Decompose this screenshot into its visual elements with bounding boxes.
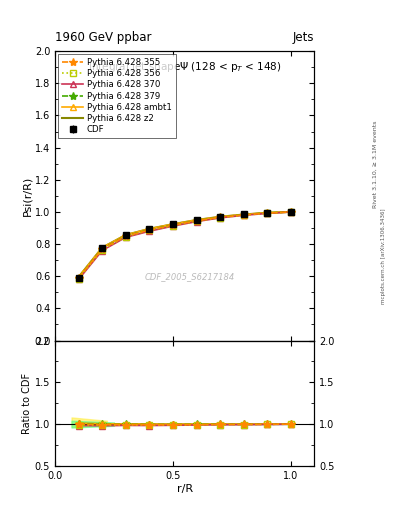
Text: mcplots.cern.ch [arXiv:1306.3436]: mcplots.cern.ch [arXiv:1306.3436] (381, 208, 386, 304)
Pythia 6.428 355 (218, 214, 222, 220)
Text: Jets: Jets (293, 31, 314, 44)
Pythia 6.428 379 (147, 226, 152, 232)
Pythia 6.428 356 (171, 223, 175, 229)
Pythia 6.428 355 (76, 275, 81, 281)
Pythia 6.428 355 (100, 246, 105, 252)
Text: Integral jet shapeΨ (128 < p$_T$ < 148): Integral jet shapeΨ (128 < p$_T$ < 148) (88, 60, 281, 74)
Line: Pythia 6.428 370: Pythia 6.428 370 (76, 209, 294, 282)
Pythia 6.428 z2 (147, 226, 152, 232)
Pythia 6.428 355 (194, 218, 199, 224)
Pythia 6.428 355 (288, 209, 293, 215)
Pythia 6.428 ambt1 (241, 211, 246, 218)
Pythia 6.428 ambt1 (265, 210, 270, 216)
Text: Rivet 3.1.10, ≥ 3.1M events: Rivet 3.1.10, ≥ 3.1M events (373, 120, 378, 207)
Pythia 6.428 370 (218, 215, 222, 221)
Pythia 6.428 379 (76, 274, 81, 281)
Pythia 6.428 ambt1 (171, 221, 175, 227)
Pythia 6.428 379 (123, 232, 128, 239)
Pythia 6.428 356 (100, 247, 105, 253)
Pythia 6.428 370 (147, 228, 152, 234)
Pythia 6.428 356 (241, 212, 246, 218)
Pythia 6.428 379 (265, 210, 270, 216)
Pythia 6.428 ambt1 (194, 217, 199, 223)
Pythia 6.428 355 (265, 210, 270, 216)
Pythia 6.428 370 (76, 276, 81, 283)
Pythia 6.428 379 (171, 222, 175, 228)
Pythia 6.428 355 (123, 233, 128, 239)
Pythia 6.428 356 (194, 218, 199, 224)
Pythia 6.428 379 (288, 209, 293, 215)
Pythia 6.428 370 (100, 247, 105, 253)
Pythia 6.428 379 (194, 218, 199, 224)
Pythia 6.428 356 (123, 233, 128, 240)
Pythia 6.428 379 (100, 246, 105, 252)
Pythia 6.428 356 (265, 210, 270, 216)
Pythia 6.428 ambt1 (288, 209, 293, 215)
Pythia 6.428 355 (147, 227, 152, 233)
Pythia 6.428 z2 (194, 217, 199, 223)
Pythia 6.428 356 (288, 209, 293, 215)
Legend: Pythia 6.428 355, Pythia 6.428 356, Pythia 6.428 370, Pythia 6.428 379, Pythia 6: Pythia 6.428 355, Pythia 6.428 356, Pyth… (58, 54, 176, 138)
Line: Pythia 6.428 355: Pythia 6.428 355 (74, 208, 295, 282)
Pythia 6.428 z2 (76, 274, 81, 280)
Pythia 6.428 ambt1 (123, 232, 128, 238)
Pythia 6.428 370 (194, 219, 199, 225)
Pythia 6.428 z2 (288, 209, 293, 215)
Pythia 6.428 379 (218, 214, 222, 220)
Line: Pythia 6.428 z2: Pythia 6.428 z2 (79, 212, 291, 277)
Text: CDF_2005_S6217184: CDF_2005_S6217184 (145, 272, 235, 282)
Pythia 6.428 370 (123, 234, 128, 241)
Pythia 6.428 370 (288, 209, 293, 215)
Line: Pythia 6.428 356: Pythia 6.428 356 (76, 209, 294, 282)
Pythia 6.428 z2 (171, 221, 175, 227)
Pythia 6.428 z2 (265, 210, 270, 216)
Pythia 6.428 ambt1 (147, 226, 152, 232)
Pythia 6.428 ambt1 (218, 214, 222, 220)
Y-axis label: Ratio to CDF: Ratio to CDF (22, 373, 32, 434)
Pythia 6.428 ambt1 (76, 274, 81, 280)
Text: 1960 GeV ppbar: 1960 GeV ppbar (55, 31, 152, 44)
Y-axis label: Psi(r/R): Psi(r/R) (22, 176, 32, 216)
X-axis label: r/R: r/R (176, 483, 193, 494)
Pythia 6.428 356 (76, 275, 81, 282)
Pythia 6.428 z2 (241, 211, 246, 218)
Pythia 6.428 z2 (123, 232, 128, 238)
Pythia 6.428 356 (218, 215, 222, 221)
Pythia 6.428 370 (241, 212, 246, 219)
Pythia 6.428 ambt1 (100, 245, 105, 251)
Pythia 6.428 z2 (218, 214, 222, 220)
Pythia 6.428 370 (171, 223, 175, 229)
Pythia 6.428 379 (241, 211, 246, 218)
Pythia 6.428 370 (265, 210, 270, 217)
Pythia 6.428 z2 (100, 245, 105, 251)
Pythia 6.428 356 (147, 227, 152, 233)
Line: Pythia 6.428 ambt1: Pythia 6.428 ambt1 (76, 209, 294, 280)
Pythia 6.428 355 (241, 212, 246, 218)
Line: Pythia 6.428 379: Pythia 6.428 379 (74, 208, 295, 282)
Pythia 6.428 355 (171, 222, 175, 228)
